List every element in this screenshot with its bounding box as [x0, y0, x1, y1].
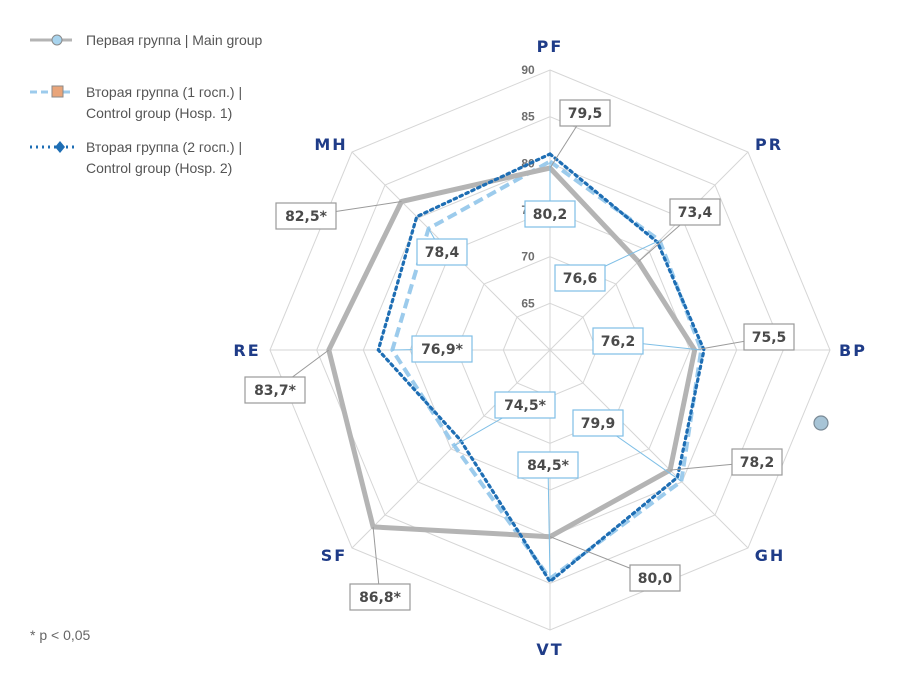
legend-square-marker	[51, 85, 64, 98]
data-label-main-sf: 86,8*	[359, 590, 402, 606]
legend-label-hosp2-line1: Вторая группа (2 госп.) |	[86, 139, 242, 155]
data-label-hosp1-vt: 84,5*	[527, 458, 570, 474]
axis-label-mh: MH	[314, 135, 347, 154]
legend: Первая группа | Main group Вторая группа…	[30, 32, 263, 176]
data-label-main-pr: 73,4	[678, 205, 713, 221]
legend-circle-marker	[51, 34, 63, 46]
axis-label-gh: GH	[755, 546, 786, 565]
data-label-box	[592, 327, 644, 355]
data-label-box	[669, 198, 721, 226]
tick-label: 65	[521, 296, 535, 310]
axis-label-sf: SF	[321, 546, 347, 565]
grid-spoke	[549, 349, 749, 549]
tick-label: 85	[521, 110, 535, 124]
legend-item-control-hosp1[interactable]: Вторая группа (1 госп.) | Control group …	[30, 84, 242, 121]
axis-labels: PF PR BP GH VT SF RE MH	[233, 37, 867, 659]
leader-line	[547, 464, 551, 579]
data-label-main-bp: 75,5	[752, 330, 787, 346]
tick-label: 90	[521, 63, 535, 77]
radial-tick-labels: 657075808590	[521, 63, 535, 310]
stray-circle-marker	[813, 415, 829, 431]
legend-label-hosp1-line2: Control group (Hosp. 1)	[86, 105, 232, 121]
data-label-box	[743, 323, 795, 351]
data-label-hosp1-pr: 76,6	[563, 271, 598, 287]
series-lines	[326, 152, 706, 584]
grid-spoke	[351, 349, 551, 549]
series-line-3	[376, 152, 706, 584]
axis-label-re: RE	[233, 341, 260, 360]
data-label-hosp1-pf: 80,2	[533, 207, 568, 223]
data-label-box	[629, 564, 681, 592]
data-label-box	[244, 376, 306, 404]
axis-label-pr: PR	[755, 135, 783, 154]
data-label-main-gh: 78,2	[740, 455, 775, 471]
data-labels: 79,5 73,4 75,5 78,2 80,0 86,8* 83,7* 82,5* 80,2 7…	[244, 99, 795, 611]
data-label-box	[554, 264, 606, 292]
data-label-hosp1-gh: 79,9	[581, 416, 616, 432]
data-label-main-mh: 82,5*	[285, 209, 328, 225]
data-label-box	[572, 409, 624, 437]
data-label-box	[524, 200, 576, 228]
axis-label-bp: BP	[839, 341, 867, 360]
data-label-hosp1-sf: 74,5*	[504, 398, 547, 414]
legend-label-hosp1-line1: Вторая группа (1 госп.) |	[86, 84, 242, 100]
data-label-box	[494, 391, 556, 419]
data-label-hosp1-bp: 76,2	[601, 334, 636, 350]
legend-label-hosp2-line2: Control group (Hosp. 2)	[86, 160, 232, 176]
data-label-hosp1-re: 76,9*	[421, 342, 464, 358]
legend-item-main-group[interactable]: Первая группа | Main group	[30, 32, 263, 48]
data-label-hosp1-mh: 78,4	[425, 245, 460, 261]
data-label-main-pf: 79,5	[568, 106, 603, 122]
legend-item-control-hosp2[interactable]: Вторая группа (2 госп.) | Control group …	[30, 139, 242, 176]
tick-label: 70	[521, 250, 535, 264]
data-label-box	[411, 335, 473, 363]
grid-spoke	[549, 151, 749, 351]
data-label-main-re: 83,7*	[254, 383, 297, 399]
legend-label-main-group: Первая группа | Main group	[86, 32, 263, 48]
axis-label-pf: PF	[537, 37, 564, 56]
footnote: * p < 0,05	[30, 627, 91, 643]
data-label-box	[559, 99, 611, 127]
data-label-box	[275, 202, 337, 230]
data-label-box	[416, 238, 468, 266]
data-label-main-vt: 80,0	[638, 571, 673, 587]
legend-diamond-marker	[55, 141, 65, 153]
data-label-box	[517, 451, 579, 479]
data-label-box	[731, 448, 783, 476]
axis-label-vt: VT	[536, 640, 563, 659]
data-label-box	[349, 583, 411, 611]
